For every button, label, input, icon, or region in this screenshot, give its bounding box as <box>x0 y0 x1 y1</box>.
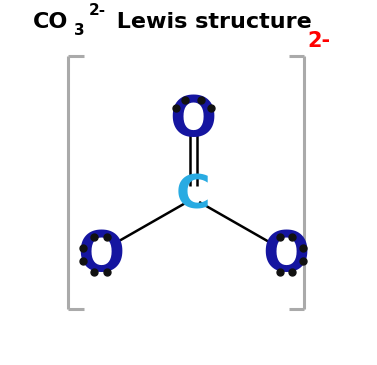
Text: 2-: 2- <box>307 31 330 51</box>
Text: O: O <box>170 93 217 147</box>
Text: C: C <box>176 173 211 218</box>
Text: O: O <box>262 228 310 281</box>
Text: CO: CO <box>32 12 68 32</box>
Text: 2-: 2- <box>89 3 106 19</box>
Text: Lewis structure: Lewis structure <box>109 12 312 32</box>
Text: 3: 3 <box>74 23 84 38</box>
Text: O: O <box>77 228 124 281</box>
